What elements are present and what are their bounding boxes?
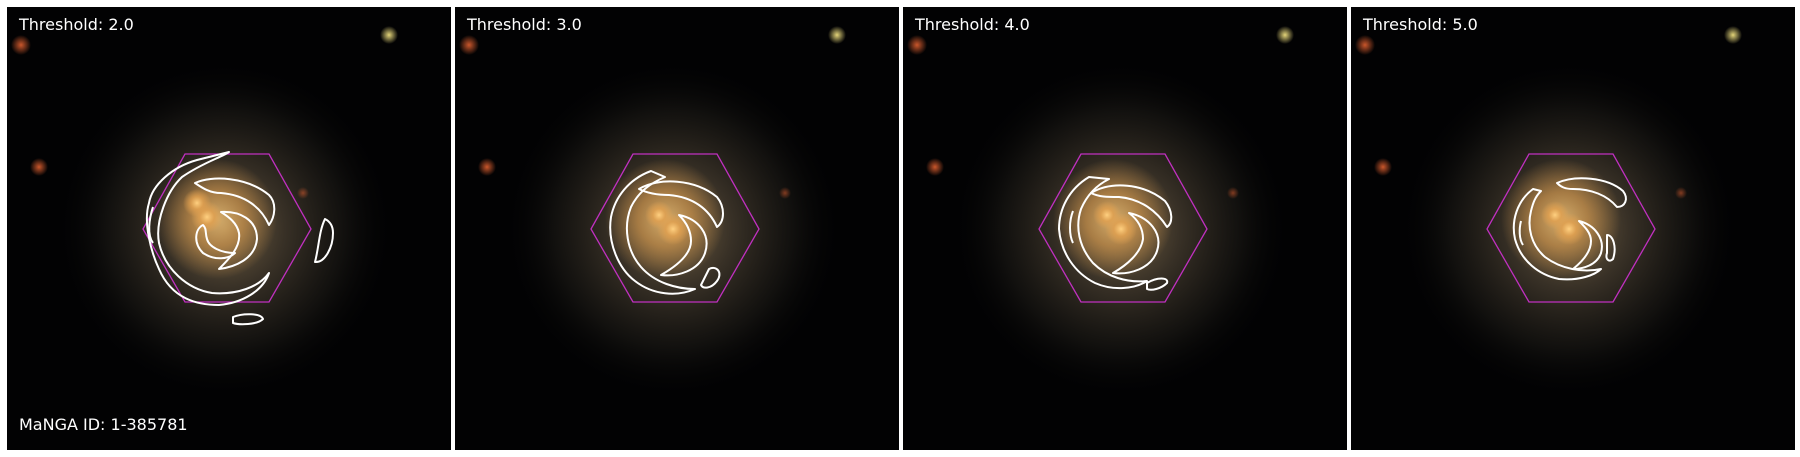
contour-lines	[145, 151, 334, 326]
contour-lines	[1058, 176, 1173, 291]
panel-title: Threshold: 4.0	[915, 15, 1030, 34]
ifu-hexagon	[1486, 153, 1656, 303]
galaxy-image	[7, 7, 451, 450]
image-panel-threshold-5: Threshold: 5.0	[1351, 7, 1795, 450]
galaxy-image	[903, 7, 1347, 450]
panel-title: Threshold: 5.0	[1363, 15, 1478, 34]
contour-lines	[1512, 177, 1627, 281]
contour-lines	[609, 170, 724, 295]
manga-id-label: MaNGA ID: 1-385781	[19, 415, 188, 434]
galaxy-image	[455, 7, 899, 450]
panel-title: Threshold: 3.0	[467, 15, 582, 34]
ifu-hexagon	[1038, 153, 1208, 303]
galaxy-image	[1351, 7, 1795, 450]
ifu-hexagon	[142, 153, 312, 303]
ifu-hexagon	[590, 153, 760, 303]
image-panel-threshold-4: Threshold: 4.0	[903, 7, 1347, 450]
image-panel-threshold-3: Threshold: 3.0	[455, 7, 899, 450]
image-panel-threshold-2: Threshold: 2.0 MaNGA ID: 1-385781	[7, 7, 451, 450]
panel-title: Threshold: 2.0	[19, 15, 134, 34]
